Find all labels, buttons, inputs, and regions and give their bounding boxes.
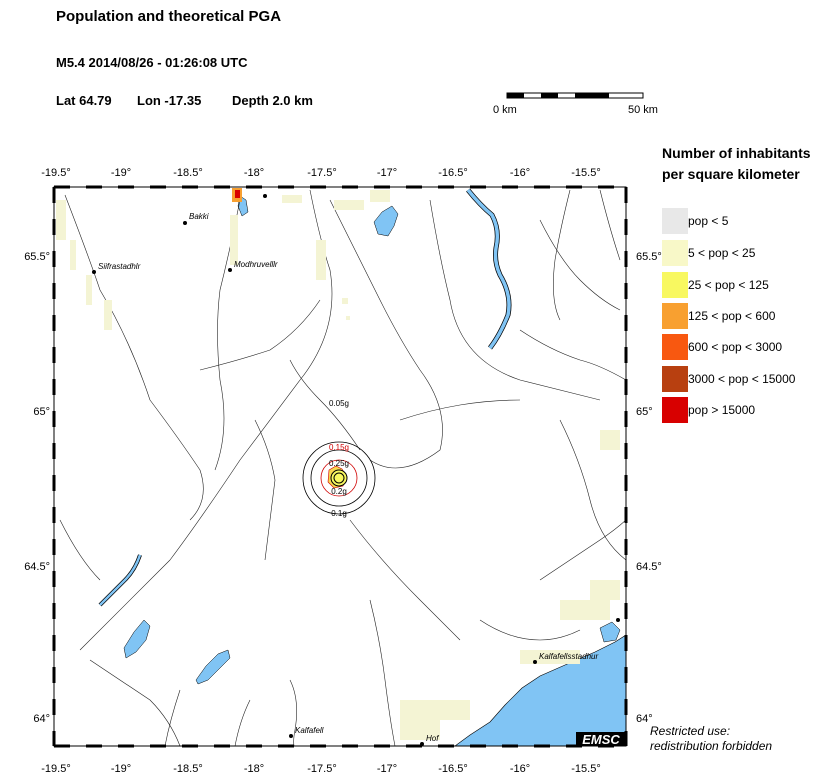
population-speckles xyxy=(56,190,620,740)
emsc-logo: EMSC xyxy=(576,732,626,747)
legend-swatch xyxy=(662,240,688,266)
lon-label-bottom: -19.5° xyxy=(41,763,70,775)
pga-label: 0.05g xyxy=(329,399,349,408)
legend-item: 25 < pop < 125 xyxy=(662,272,831,298)
lon-label-top: -18° xyxy=(244,167,264,179)
place-label: Kalfafell xyxy=(295,726,324,735)
lon-label-bottom: -17.5° xyxy=(307,763,336,775)
lon-label-bottom: -16.5° xyxy=(438,763,467,775)
legend-item: 600 < pop < 3000 xyxy=(662,334,831,360)
event-info: M5.4 2014/08/26 - 01:26:08 UTC xyxy=(56,55,248,70)
lon-label-top: -16° xyxy=(510,167,530,179)
pga-labels: 0.05g 0.15g 0.25g 0.2g 0.1g xyxy=(329,399,349,518)
lat-label-left: 65.5° xyxy=(24,251,50,263)
lon-label-top: -15.5° xyxy=(571,167,600,179)
lon-ticks: -19.5° -19° -18.5° -18° -17.5° -17° -16.… xyxy=(41,167,600,775)
lon-label-bottom: -16° xyxy=(510,763,530,775)
legend-title-line1: Number of inhabitants xyxy=(662,145,811,161)
usage-notice-line1: Restricted use: xyxy=(650,724,731,738)
legend-item: pop > 15000 xyxy=(662,397,831,423)
lon-label-bottom: -19° xyxy=(111,763,131,775)
population-hotspot xyxy=(232,188,242,202)
lake xyxy=(123,619,151,659)
legend-item: 125 < pop < 600 xyxy=(662,303,831,329)
legend-swatch xyxy=(662,334,688,360)
lon-label-bottom: -18° xyxy=(244,763,264,775)
lat-label-left: 65° xyxy=(33,406,50,418)
svg-text:EMSC: EMSC xyxy=(582,732,620,747)
scale-bar xyxy=(506,92,644,99)
usage-notice: Restricted use: redistribution forbidden xyxy=(650,724,772,754)
place-label: Hof xyxy=(426,734,439,743)
place-label: Modhruvelllr xyxy=(234,260,278,269)
longitude-label: Lon -17.35 xyxy=(137,93,202,108)
map-title: Population and theoretical PGA xyxy=(56,8,282,25)
legend-label: 25 < pop < 125 xyxy=(688,278,769,292)
latitude-label: Lat 64.79 xyxy=(56,93,112,108)
lagoon xyxy=(599,621,621,643)
legend-swatch xyxy=(662,397,688,423)
lon-label-bottom: -18.5° xyxy=(173,763,202,775)
rivers xyxy=(59,189,626,746)
legend-title: Number of inhabitants per square kilomet… xyxy=(662,143,831,185)
legend-label: 600 < pop < 3000 xyxy=(688,340,783,354)
legend-swatch xyxy=(662,208,688,234)
pga-rings xyxy=(302,441,376,515)
lat-label-right: 64.5° xyxy=(636,561,662,573)
lon-label-bottom: -17° xyxy=(377,763,397,775)
lat-label-right: 64° xyxy=(636,713,653,725)
lake xyxy=(373,205,399,237)
legend-label: pop > 15000 xyxy=(688,403,756,417)
lake xyxy=(195,649,231,685)
legend-item: 3000 < pop < 15000 xyxy=(662,366,831,392)
lat-label-right: 65° xyxy=(636,406,653,418)
lon-label-top: -19° xyxy=(111,167,131,179)
pga-label: 0.1g xyxy=(331,509,347,518)
ocean xyxy=(454,634,626,746)
legend-label: 125 < pop < 600 xyxy=(688,309,776,323)
lat-ticks: 65.5° 65° 64.5° 64° 65.5° 65° 64.5° 64° xyxy=(24,251,662,725)
scalebar-end-label: 50 km xyxy=(628,104,658,116)
lon-label-top: -17.5° xyxy=(307,167,336,179)
lat-label-right: 65.5° xyxy=(636,251,662,263)
pga-label: 0.15g xyxy=(329,443,349,452)
legend-item: 5 < pop < 25 xyxy=(662,240,831,266)
place-label: Bakki xyxy=(189,212,209,221)
lat-label-left: 64.5° xyxy=(24,561,50,573)
scalebar-start-label: 0 km xyxy=(493,104,517,116)
lon-label-top: -18.5° xyxy=(173,167,202,179)
legend-label: 3000 < pop < 15000 xyxy=(688,372,796,386)
map-frame xyxy=(52,185,628,748)
legend-swatch xyxy=(662,303,688,329)
depth-label: Depth 2.0 km xyxy=(232,93,313,108)
place-label: Siifrastadhlr xyxy=(98,262,141,271)
legend-label: pop < 5 xyxy=(688,214,729,228)
legend-title-line2: per square kilometer xyxy=(662,166,800,182)
pga-label: 0.2g xyxy=(331,487,347,496)
lon-label-top: -17° xyxy=(377,167,397,179)
legend-item: pop < 5 xyxy=(662,208,831,234)
usage-notice-line2: redistribution forbidden xyxy=(650,739,773,753)
legend-label: 5 < pop < 25 xyxy=(688,246,756,260)
lon-label-bottom: -15.5° xyxy=(571,763,600,775)
pga-label: 0.25g xyxy=(329,459,349,468)
lon-label-top: -16.5° xyxy=(438,167,467,179)
places: Bakki Siifrastadhlr Modhruvelllr Kalfafe… xyxy=(92,194,620,746)
lon-label-top: -19.5° xyxy=(41,167,70,179)
lat-label-left: 64° xyxy=(33,713,50,725)
legend-swatch xyxy=(662,272,688,298)
place-label: Kalfafellsstadhur xyxy=(539,652,598,661)
legend-swatch xyxy=(662,366,688,392)
